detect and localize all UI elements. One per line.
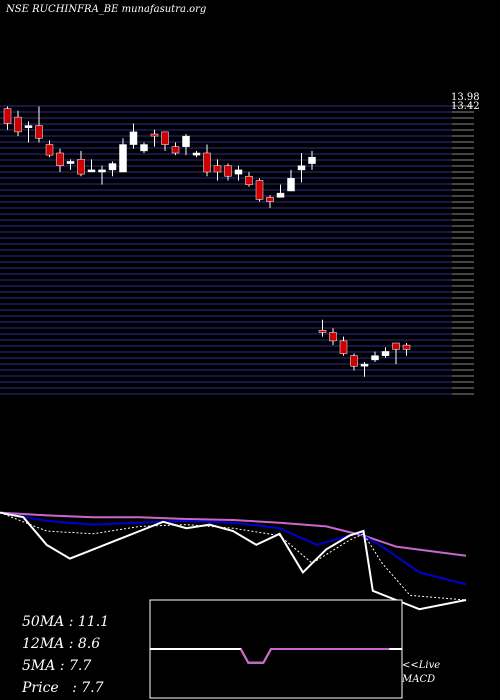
candle-body bbox=[224, 165, 232, 177]
candle-body bbox=[350, 355, 358, 367]
candle-body bbox=[381, 351, 390, 356]
candle-body bbox=[266, 197, 274, 202]
candle-body bbox=[140, 144, 148, 152]
moving-average-panel bbox=[0, 511, 467, 611]
candle-body bbox=[150, 133, 159, 137]
macd-live-label: <<Live bbox=[402, 660, 441, 671]
chart-title: NSE RUCHINFRA_BE munafasutra.org bbox=[6, 4, 207, 15]
macd-label: MACD bbox=[402, 674, 436, 685]
line-series bbox=[0, 511, 467, 586]
candle-body bbox=[203, 152, 211, 173]
candle-body bbox=[255, 180, 264, 200]
candle-body bbox=[66, 161, 75, 164]
ma5-readout: 5MA : 7.7 bbox=[22, 658, 92, 674]
price-axis-second-label: 13.42 bbox=[451, 101, 480, 112]
candle-body bbox=[297, 165, 306, 171]
candle-body bbox=[98, 169, 106, 173]
line-series bbox=[239, 648, 390, 664]
candle-body bbox=[161, 131, 169, 145]
candle-body bbox=[182, 135, 190, 147]
price-grid bbox=[0, 105, 474, 395]
candle-body bbox=[213, 165, 222, 173]
candle-body bbox=[234, 169, 243, 175]
candle-body bbox=[129, 131, 138, 145]
candle-body bbox=[276, 192, 285, 198]
candle-body bbox=[45, 144, 54, 156]
ma12-readout: 12MA : 8.6 bbox=[22, 636, 101, 652]
ma50-readout: 50MA : 11.1 bbox=[22, 614, 110, 630]
candle-body bbox=[119, 144, 127, 173]
price-readout: Price : 7.7 bbox=[22, 680, 104, 696]
candle-body bbox=[308, 156, 316, 164]
candle-body bbox=[371, 355, 379, 361]
candle-body bbox=[318, 330, 327, 333]
candle-body bbox=[339, 340, 348, 354]
candle-body bbox=[77, 159, 85, 175]
candle-body bbox=[35, 125, 43, 139]
line-series bbox=[0, 511, 467, 557]
macd-series bbox=[150, 648, 402, 664]
candlestick-series bbox=[3, 106, 411, 377]
candle-body bbox=[24, 125, 33, 128]
candle-body bbox=[171, 146, 180, 154]
candle-body bbox=[14, 116, 22, 133]
candle-body bbox=[392, 342, 400, 350]
candle-body bbox=[329, 332, 337, 342]
candle-body bbox=[245, 175, 253, 185]
price-axis-top-label: 13.98 bbox=[451, 92, 480, 103]
candle-body bbox=[192, 152, 201, 156]
line-series bbox=[0, 511, 467, 611]
candle-body bbox=[56, 152, 64, 166]
candle-body bbox=[402, 344, 411, 350]
candle-body bbox=[87, 169, 96, 173]
candle-body bbox=[108, 163, 117, 171]
candle-body bbox=[287, 178, 295, 192]
candle-body bbox=[3, 108, 12, 124]
candle-body bbox=[360, 363, 369, 367]
